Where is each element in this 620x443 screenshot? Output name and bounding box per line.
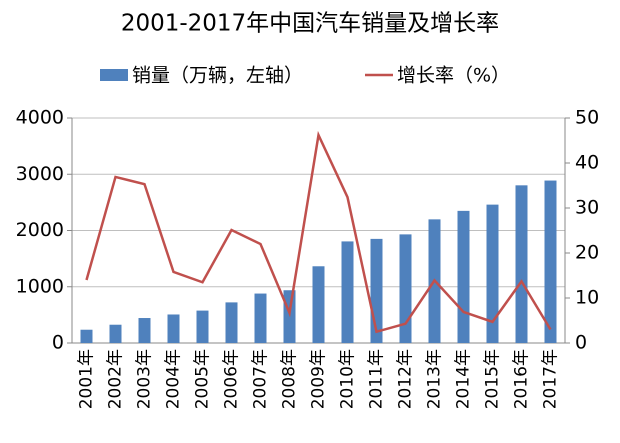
bar [138, 318, 151, 343]
bar [109, 324, 122, 343]
x-tick-label: 2005年 [193, 349, 213, 409]
y-tick-label: 1000 [16, 275, 64, 297]
bar [283, 290, 296, 343]
bar [312, 266, 325, 343]
bar [167, 314, 180, 343]
y2-tick-label: 50 [575, 107, 599, 129]
legend-label: 增长率（%） [397, 65, 510, 87]
legend-label: 销量（万辆，左轴） [132, 65, 303, 87]
bar [254, 293, 267, 343]
x-tick-label: 2017年 [541, 349, 561, 409]
y2-tick-label: 20 [575, 242, 599, 264]
x-tick-label: 2015年 [483, 349, 503, 409]
legend-swatch [100, 69, 128, 81]
y-tick-label: 4000 [16, 107, 64, 129]
chart-title: 2001-2017年中国汽车销量及增长率 [121, 11, 499, 37]
line [85, 130, 552, 334]
y-tick-label: 3000 [16, 163, 64, 185]
x-tick-label: 2003年 [135, 349, 155, 409]
bar [80, 329, 93, 343]
x-tick-label: 2010年 [338, 349, 358, 409]
y2-tick-label: 40 [575, 152, 599, 174]
bar [486, 204, 499, 343]
x-tick-label: 2008年 [280, 349, 300, 409]
x-tick-label: 2012年 [396, 349, 416, 409]
bar [196, 310, 209, 343]
y2-tick-label: 30 [575, 197, 599, 219]
x-tick-label: 2013年 [425, 349, 445, 409]
bar [399, 234, 412, 343]
x-tick-label: 2016年 [512, 349, 532, 409]
x-tick-label: 2009年 [309, 349, 329, 409]
x-tick-label: 2011年 [367, 349, 387, 409]
bar [225, 302, 238, 343]
bar [515, 185, 528, 343]
x-tick-label: 2007年 [251, 349, 271, 409]
y2-tick-label: 0 [575, 332, 587, 354]
x-tick-label: 2001年 [77, 349, 97, 409]
bar [341, 241, 354, 343]
x-tick-label: 2002年 [106, 349, 126, 409]
y2-tick-label: 10 [575, 287, 599, 309]
y-tick-label: 2000 [16, 219, 64, 241]
bar [457, 210, 470, 343]
x-tick-label: 2004年 [164, 349, 184, 409]
y-tick-label: 0 [52, 332, 64, 354]
x-tick-label: 2006年 [222, 349, 242, 409]
x-tick-label: 2014年 [454, 349, 474, 409]
bar [544, 180, 557, 343]
